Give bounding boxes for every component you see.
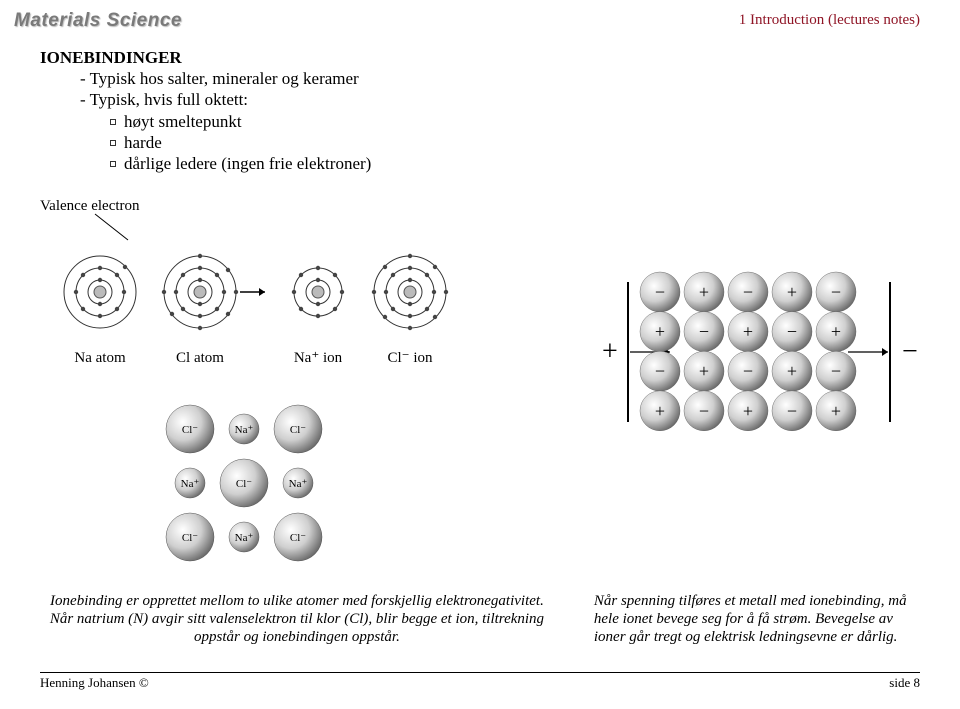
sub-bullet-text: høyt smeltepunkt: [124, 112, 242, 131]
svg-text:+: +: [831, 401, 841, 421]
caption-left: Ionebinding er opprettet mellom to ulike…: [40, 592, 554, 646]
bullet-item: - Typisk hos salter, mineraler og kerame…: [80, 68, 920, 89]
svg-text:+: +: [787, 282, 797, 302]
atom-diagram: Valence electron: [40, 192, 460, 576]
svg-text:+: +: [743, 401, 753, 421]
svg-text:Cl⁻: Cl⁻: [182, 532, 198, 544]
svg-text:Na⁺ ion: Na⁺ ion: [294, 350, 343, 366]
svg-text:Cl⁻: Cl⁻: [182, 424, 198, 436]
svg-text:−: −: [787, 322, 797, 342]
svg-text:Na atom: Na atom: [74, 350, 126, 366]
sub-bullet-text: harde: [124, 133, 162, 152]
svg-text:+: +: [655, 322, 665, 342]
svg-text:Na⁺: Na⁺: [289, 478, 308, 490]
svg-text:+: +: [787, 361, 797, 381]
svg-text:−: −: [743, 361, 753, 381]
page-footer: Henning Johansen © side 8: [40, 672, 920, 691]
svg-text:Cl atom: Cl atom: [176, 350, 224, 366]
svg-text:+: +: [699, 361, 709, 381]
brand-logo: Materials Science: [14, 10, 182, 32]
footer-page: side 8: [889, 675, 920, 691]
svg-text:Cl⁻: Cl⁻: [290, 532, 306, 544]
bullet-text: Typisk, hvis full oktett:: [90, 90, 248, 109]
svg-text:−: −: [699, 322, 709, 342]
svg-text:+: +: [655, 401, 665, 421]
sub-bullet-item: harde: [110, 132, 920, 153]
sub-bullet-item: høyt smeltepunkt: [110, 111, 920, 132]
svg-text:−: −: [902, 336, 918, 367]
sub-bullet-item: dårlige ledere (ingen frie elektroner): [110, 153, 920, 174]
svg-text:Cl⁻ ion: Cl⁻ ion: [387, 350, 433, 366]
svg-text:−: −: [655, 361, 665, 381]
breadcrumb: 1 Introduction (lectures notes): [739, 12, 920, 29]
bullet-item: - Typisk, hvis full oktett:: [80, 89, 920, 110]
footer-author: Henning Johansen ©: [40, 675, 149, 691]
svg-text:Na⁺: Na⁺: [181, 478, 200, 490]
caption-right: Når spenning tilføres et metall med ione…: [594, 592, 920, 646]
svg-text:−: −: [743, 282, 753, 302]
svg-text:+: +: [602, 336, 618, 367]
svg-text:Cl⁻: Cl⁻: [290, 424, 306, 436]
svg-text:−: −: [699, 401, 709, 421]
sub-bullet-text: dårlige ledere (ingen frie elektroner): [124, 154, 371, 173]
svg-text:Na⁺: Na⁺: [235, 532, 254, 544]
bullet-list: - Typisk hos salter, mineraler og kerame…: [80, 68, 920, 174]
svg-text:+: +: [699, 282, 709, 302]
svg-text:−: −: [655, 282, 665, 302]
svg-text:−: −: [787, 401, 797, 421]
svg-text:−: −: [831, 361, 841, 381]
valence-label: Valence electron: [40, 198, 140, 214]
ion-grid-diagram: + − − + − + − + − + − + − + − + − + − + − +: [590, 252, 920, 457]
nacl-lattice: Cl⁻ Na⁺ Cl⁻ Na⁺ Cl⁻ Na⁺ Cl⁻ Na⁺ Cl⁻: [160, 401, 460, 576]
svg-text:+: +: [831, 322, 841, 342]
bullet-text: Typisk hos salter, mineraler og keramer: [90, 69, 359, 88]
svg-text:Cl⁻: Cl⁻: [236, 478, 252, 490]
captions-row: Ionebinding er opprettet mellom to ulike…: [40, 592, 920, 646]
svg-text:Na⁺: Na⁺: [235, 424, 254, 436]
sub-bullet-list: høyt smeltepunkt harde dårlige ledere (i…: [110, 111, 920, 175]
svg-text:−: −: [831, 282, 841, 302]
page-title: IONEBINDINGER: [40, 48, 920, 68]
svg-text:+: +: [743, 322, 753, 342]
figure-row: Valence electron: [40, 192, 920, 576]
